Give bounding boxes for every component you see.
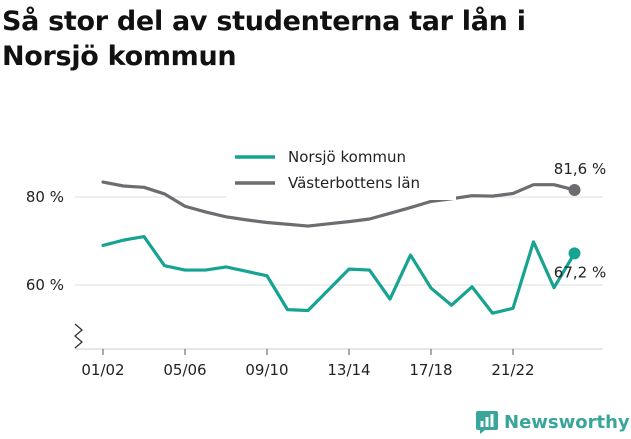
legend-label: Norsjö kommun <box>288 148 406 166</box>
end-value-label: 67,2 % <box>554 263 606 281</box>
series-line <box>101 180 577 228</box>
y-tick-label: 60 % <box>26 276 64 294</box>
series-end-point <box>568 183 581 196</box>
x-tick-label: 01/02 <box>81 361 124 379</box>
brand-name: Newsworthy <box>504 411 630 433</box>
axis-break-icon <box>74 323 83 349</box>
x-tick-label: 05/06 <box>163 361 206 379</box>
x-tick-label: 21/22 <box>491 361 534 379</box>
x-tick-label: 09/10 <box>245 361 288 379</box>
series-line <box>101 235 577 315</box>
end-value-label: 81,6 % <box>554 160 606 178</box>
newsworthy-brand: Newsworthy <box>476 408 630 436</box>
x-tick-label: 17/18 <box>409 361 452 379</box>
chart-title: Så stor del av studenterna tar lån i Nor… <box>2 6 526 72</box>
y-tick-label: 80 % <box>26 188 64 206</box>
x-tick-label: 13/14 <box>327 361 370 379</box>
bar-chart-logo-icon <box>476 411 498 434</box>
legend-background <box>226 142 456 200</box>
series-end-point <box>568 247 581 260</box>
legend-label: Västerbottens län <box>288 174 420 192</box>
